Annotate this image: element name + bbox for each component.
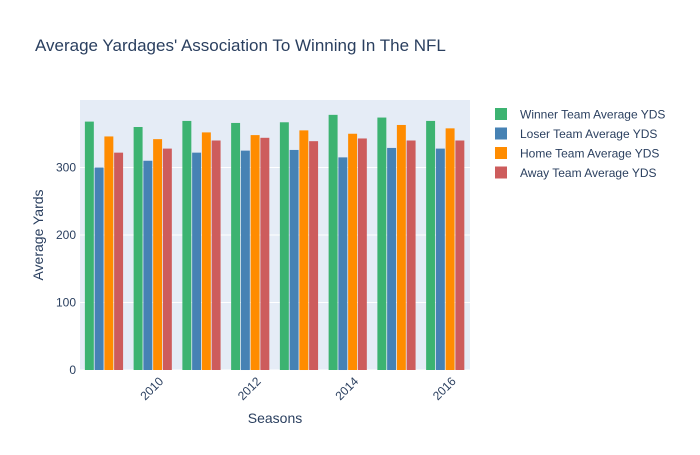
bar[interactable] xyxy=(279,122,289,370)
bar[interactable] xyxy=(299,130,309,371)
y-tick-label: 100 xyxy=(56,296,76,310)
x-tick-label: 2014 xyxy=(332,374,361,403)
bar[interactable] xyxy=(162,148,172,370)
legend-label: Loser Team Average YDS xyxy=(520,127,657,141)
bar[interactable] xyxy=(435,148,445,370)
legend-item[interactable]: Away Team Average YDS xyxy=(495,166,657,180)
y-axis-ticks: 0 100 200 300 xyxy=(56,161,76,378)
y-tick-label: 200 xyxy=(56,228,76,242)
bars xyxy=(84,114,465,371)
legend-label: Home Team Average YDS xyxy=(520,147,659,161)
bar[interactable] xyxy=(328,114,338,370)
bar[interactable] xyxy=(357,138,367,370)
legend-item[interactable]: Loser Team Average YDS xyxy=(495,127,657,141)
bar[interactable] xyxy=(240,150,250,371)
legend[interactable]: Winner Team Average YDS Loser Team Averag… xyxy=(495,108,665,181)
bar[interactable] xyxy=(387,147,397,370)
chart-title: Average Yardages' Association To Winning… xyxy=(35,36,446,55)
bar[interactable] xyxy=(289,149,299,370)
legend-item[interactable]: Winner Team Average YDS xyxy=(495,108,665,122)
bar[interactable] xyxy=(143,160,153,370)
bar[interactable] xyxy=(84,121,94,370)
legend-swatch xyxy=(495,147,507,159)
x-tick-label: 2012 xyxy=(235,374,264,403)
legend-swatch xyxy=(495,108,507,120)
x-axis-title: Seasons xyxy=(248,410,302,426)
legend-swatch xyxy=(495,166,507,179)
legend-swatch xyxy=(495,127,507,140)
legend-item[interactable]: Home Team Average YDS xyxy=(495,147,659,161)
bar[interactable] xyxy=(192,152,202,370)
bar[interactable] xyxy=(114,152,124,370)
bar[interactable] xyxy=(348,133,358,370)
x-tick-label: 2010 xyxy=(137,374,166,403)
bar[interactable] xyxy=(133,127,143,370)
bar[interactable] xyxy=(338,157,348,371)
bar[interactable] xyxy=(309,141,319,370)
x-tick-label: 2016 xyxy=(430,374,459,403)
bar[interactable] xyxy=(455,140,465,371)
bar[interactable] xyxy=(250,135,260,370)
bar[interactable] xyxy=(377,117,387,370)
legend-label: Winner Team Average YDS xyxy=(520,108,665,122)
legend-label: Away Team Average YDS xyxy=(520,166,657,180)
y-tick-label: 0 xyxy=(69,363,76,377)
bar[interactable] xyxy=(104,136,114,370)
y-tick-label: 300 xyxy=(56,161,76,175)
bar[interactable] xyxy=(260,137,270,370)
bar[interactable] xyxy=(426,120,436,371)
bar[interactable] xyxy=(211,140,221,371)
bar[interactable] xyxy=(182,120,192,371)
bar[interactable] xyxy=(153,139,163,370)
bar[interactable] xyxy=(445,128,455,370)
x-axis-ticks: 2010 2012 2014 2016 xyxy=(137,374,459,403)
bar[interactable] xyxy=(231,122,241,370)
bar[interactable] xyxy=(94,167,104,371)
y-axis-title: Average Yards xyxy=(30,189,46,280)
bar[interactable] xyxy=(201,132,211,370)
bar[interactable] xyxy=(396,124,406,370)
bar[interactable] xyxy=(406,140,416,371)
